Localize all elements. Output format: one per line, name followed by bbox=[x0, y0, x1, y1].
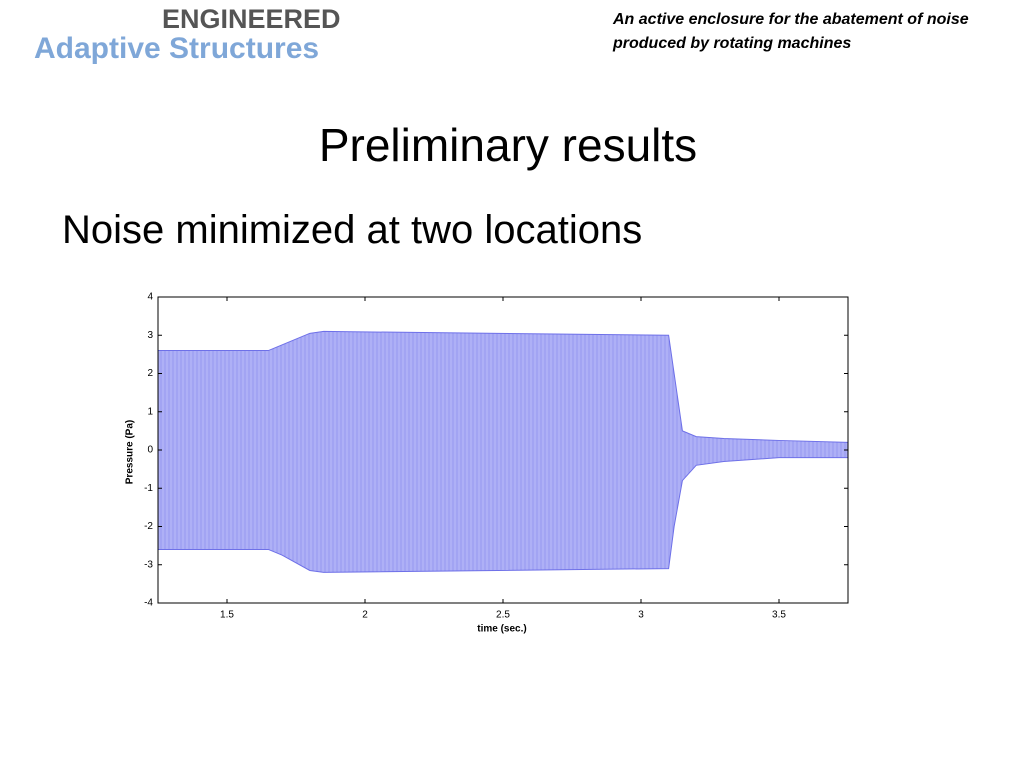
y-tick-label: 1 bbox=[147, 406, 153, 417]
y-tick-label: 3 bbox=[147, 330, 153, 341]
slide-title: Preliminary results bbox=[318, 119, 698, 171]
y-tick-label: 0 bbox=[147, 445, 153, 456]
y-tick-label: -1 bbox=[144, 483, 153, 494]
y-tick-label: -2 bbox=[144, 521, 153, 532]
bullet: Noise minimized at two locations bbox=[62, 208, 643, 252]
envelope-line bbox=[158, 330, 849, 443]
x-axis-label: time (sec.) bbox=[477, 624, 526, 635]
x-tick-label: 3 bbox=[638, 610, 644, 621]
y-tick-label: 4 bbox=[147, 292, 153, 303]
logo-bottom: Adaptive Structures bbox=[34, 32, 320, 65]
y-axis-label: Pressure (Pa) bbox=[125, 420, 136, 484]
x-tick-label: 2 bbox=[362, 610, 368, 621]
x-tick-label: 3.5 bbox=[772, 610, 786, 621]
x-tick-label: 1.5 bbox=[220, 610, 234, 621]
subtitle: An active enclosure for the abatement of… bbox=[613, 11, 969, 52]
y-tick-label: -3 bbox=[144, 559, 153, 570]
envelope-line bbox=[158, 457, 848, 573]
y-tick-label: 2 bbox=[147, 368, 153, 379]
band-fill bbox=[158, 331, 848, 573]
y-tick-label: -4 bbox=[144, 598, 153, 609]
x-tick-label: 2.5 bbox=[496, 610, 510, 621]
logo-top: ENGINEERED bbox=[162, 4, 341, 34]
